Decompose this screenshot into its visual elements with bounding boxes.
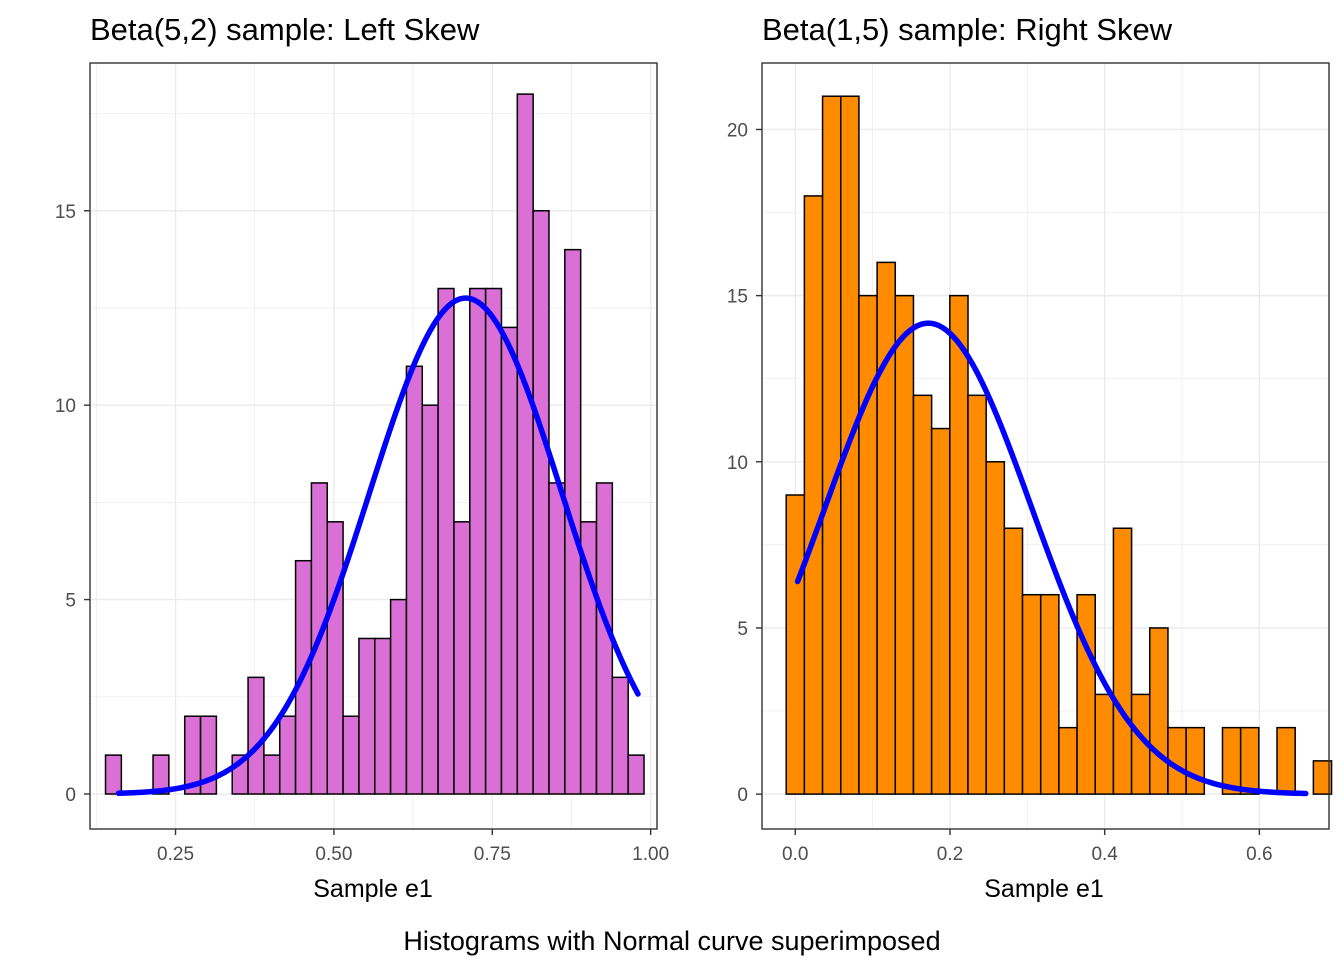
left-histogram-bar <box>469 287 487 795</box>
left-histogram-bar <box>199 715 218 795</box>
left-y-tick-label: 15 <box>55 202 76 223</box>
right-x-tick-label: 0.4 <box>1091 844 1118 865</box>
left-histogram-bar <box>611 676 629 795</box>
left-histogram-bar <box>278 715 297 795</box>
left-bars <box>104 93 645 795</box>
left-axes: 0.25 0.50 0.75 1.00 0 5 10 15 <box>55 202 669 865</box>
right-histogram-bar <box>1021 593 1042 795</box>
right-histogram-panel: Beta(1,5) sample: Right Skew 0.0 0.2 0.4 0.… <box>727 12 1333 903</box>
left-panel-border <box>89 62 658 830</box>
right-histogram-bar <box>894 294 915 795</box>
left-normal-curve <box>115 295 641 797</box>
right-histogram-bar <box>1239 726 1260 795</box>
right-y-tick-label: 15 <box>727 287 748 308</box>
right-histogram-bar <box>803 195 824 795</box>
right-histogram-bar <box>985 461 1006 795</box>
left-histogram-bar <box>405 365 424 795</box>
figure-caption: Histograms with Normal curve superimpose… <box>403 926 940 956</box>
right-histogram-bar <box>1312 760 1333 795</box>
left-histogram-bar <box>342 715 360 795</box>
right-histogram-bar <box>876 261 897 795</box>
left-histogram-panel: Beta(5,2) sample: Left Skew 0.25 0.50 0.75… <box>55 12 669 903</box>
right-x-axis-title: Sample e1 <box>984 875 1104 903</box>
left-histogram-bar <box>247 676 265 795</box>
right-histogram-bar <box>1003 527 1024 795</box>
left-histogram-bar <box>532 210 550 795</box>
right-histogram-bar <box>967 394 987 795</box>
right-y-tick-label: 10 <box>727 453 748 474</box>
right-x-tick-label: 0.6 <box>1246 844 1272 865</box>
right-x-tick-label: 0.0 <box>782 844 808 865</box>
left-x-tick-label: 1.00 <box>632 844 669 865</box>
left-histogram-bar <box>358 637 376 795</box>
right-y-tick-label: 0 <box>737 785 748 806</box>
left-histogram-bar <box>437 287 455 795</box>
left-x-axis-title: Sample e1 <box>313 875 433 903</box>
left-histogram-bar <box>104 754 123 795</box>
left-histogram-bar <box>453 521 471 795</box>
right-histogram-bar <box>912 394 933 795</box>
right-histogram-bar <box>1094 693 1115 795</box>
left-y-tick-label: 5 <box>65 591 76 612</box>
left-histogram-bar <box>389 598 408 795</box>
right-histogram-bar <box>821 95 842 795</box>
left-y-tick-label: 0 <box>65 785 76 806</box>
right-plot-area: 0.0 0.2 0.4 0.6 0 5 10 15 20 <box>727 62 1333 865</box>
left-y-tick-label: 10 <box>55 396 76 417</box>
right-normal-curve <box>794 320 1309 797</box>
right-histogram-bar <box>785 494 806 795</box>
right-histogram-bar <box>1185 726 1206 795</box>
right-histogram-bar <box>1112 527 1133 795</box>
left-histogram-bar <box>484 287 503 795</box>
left-histogram-bar <box>516 93 534 795</box>
left-x-tick-label: 0.25 <box>157 844 194 865</box>
left-histogram-bar <box>500 326 519 795</box>
right-histogram-bar <box>858 294 878 795</box>
right-histogram-bar <box>1076 593 1096 795</box>
right-panel-title: Beta(1,5) sample: Right Skew <box>762 12 1173 47</box>
right-axes: 0.0 0.2 0.4 0.6 0 5 10 15 20 <box>727 120 1273 865</box>
left-panel-title: Beta(5,2) sample: Left Skew <box>90 12 480 47</box>
left-x-tick-label: 0.75 <box>474 844 511 865</box>
right-histogram-bar <box>949 294 969 795</box>
left-histogram-bar <box>263 754 281 795</box>
right-histogram-bar <box>1149 627 1169 795</box>
right-y-tick-label: 20 <box>727 120 748 141</box>
right-panel-border <box>761 62 1330 830</box>
right-histogram-bar <box>1276 726 1296 795</box>
left-histogram-bar <box>548 482 566 795</box>
left-plot-area: 0.25 0.50 0.75 1.00 0 5 10 15 <box>55 62 669 865</box>
right-histogram-bar <box>1058 726 1078 795</box>
right-bars <box>785 95 1333 795</box>
left-histogram-bar <box>374 637 392 795</box>
right-histogram-bar <box>1039 593 1060 795</box>
left-histogram-bar <box>627 754 645 795</box>
left-histogram-bar <box>326 521 344 795</box>
left-histogram-bar <box>421 404 439 795</box>
left-x-tick-label: 0.50 <box>315 844 352 865</box>
left-histogram-bar <box>152 754 170 795</box>
right-x-tick-label: 0.2 <box>937 844 963 865</box>
right-histogram-bar <box>930 427 951 795</box>
right-y-tick-label: 5 <box>737 619 748 640</box>
